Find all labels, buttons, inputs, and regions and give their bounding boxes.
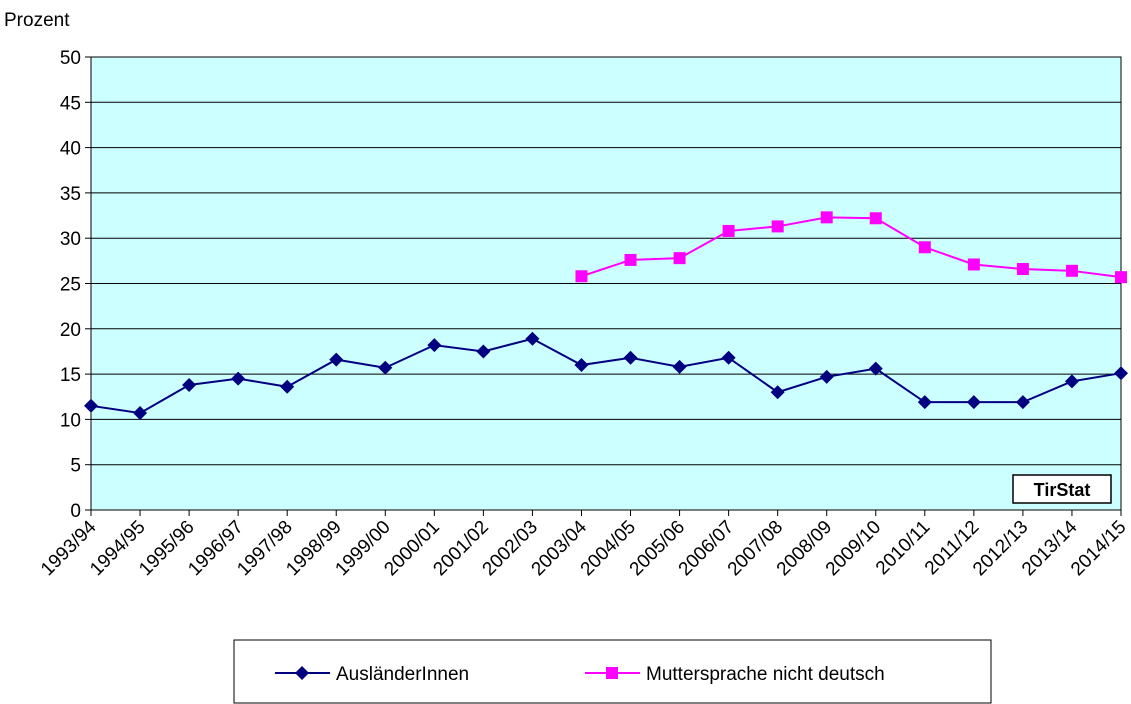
legend-marker bbox=[295, 666, 309, 680]
data-point bbox=[917, 395, 932, 410]
y-tick-label: 10 bbox=[60, 410, 81, 431]
data-point bbox=[329, 352, 344, 367]
data-point bbox=[182, 377, 197, 392]
legend-label: AusländerInnen bbox=[336, 664, 469, 685]
x-tick-label: 2010/11 bbox=[872, 517, 934, 579]
legend-label: Muttersprache nicht deutsch bbox=[646, 664, 885, 685]
data-point bbox=[1064, 374, 1079, 389]
data-point bbox=[967, 258, 980, 271]
y-tick-label: 25 bbox=[60, 275, 81, 296]
data-point bbox=[869, 212, 882, 225]
data-point bbox=[525, 331, 540, 346]
data-point bbox=[722, 224, 735, 237]
data-point bbox=[280, 379, 295, 394]
y-axis-label: Prozent bbox=[4, 10, 70, 31]
data-point bbox=[966, 395, 981, 410]
data-point bbox=[1065, 264, 1078, 277]
data-point bbox=[721, 350, 736, 365]
data-point bbox=[624, 253, 637, 266]
data-point bbox=[133, 406, 148, 421]
y-tick-label: 30 bbox=[60, 229, 81, 250]
annotation: TirStat bbox=[1034, 480, 1091, 500]
data-point bbox=[1016, 263, 1029, 276]
data-point bbox=[771, 220, 784, 233]
series-line bbox=[581, 216, 1122, 279]
y-tick-label: 35 bbox=[60, 184, 81, 205]
data-point bbox=[820, 211, 833, 224]
data-point bbox=[1114, 366, 1128, 381]
data-point bbox=[84, 398, 98, 413]
data-point bbox=[574, 358, 589, 373]
data-point bbox=[476, 344, 491, 359]
data-point bbox=[1115, 271, 1127, 284]
legend-marker bbox=[606, 667, 618, 679]
x-tick-label: 2014/15 bbox=[1067, 517, 1130, 580]
y-tick-label: 20 bbox=[60, 320, 81, 341]
data-point bbox=[918, 241, 931, 254]
data-point bbox=[231, 371, 246, 386]
data-point bbox=[575, 270, 588, 283]
y-tick-label: 50 bbox=[60, 48, 81, 69]
series-line bbox=[90, 337, 1122, 415]
x-tick-label: 2009/10 bbox=[822, 517, 885, 580]
y-tick-label: 40 bbox=[60, 139, 81, 160]
annotation-box bbox=[1012, 474, 1112, 504]
data-point bbox=[672, 359, 687, 374]
data-point bbox=[819, 369, 834, 384]
y-tick-label: 15 bbox=[60, 365, 81, 386]
data-point bbox=[868, 361, 883, 376]
data-point bbox=[673, 252, 686, 265]
data-point bbox=[427, 338, 442, 353]
data-point bbox=[770, 385, 785, 400]
y-tick-label: 45 bbox=[60, 93, 81, 114]
data-point bbox=[623, 350, 638, 365]
data-point bbox=[378, 360, 393, 375]
y-tick-label: 0 bbox=[70, 501, 81, 522]
data-point bbox=[1015, 395, 1030, 410]
y-tick-label: 5 bbox=[70, 456, 81, 477]
